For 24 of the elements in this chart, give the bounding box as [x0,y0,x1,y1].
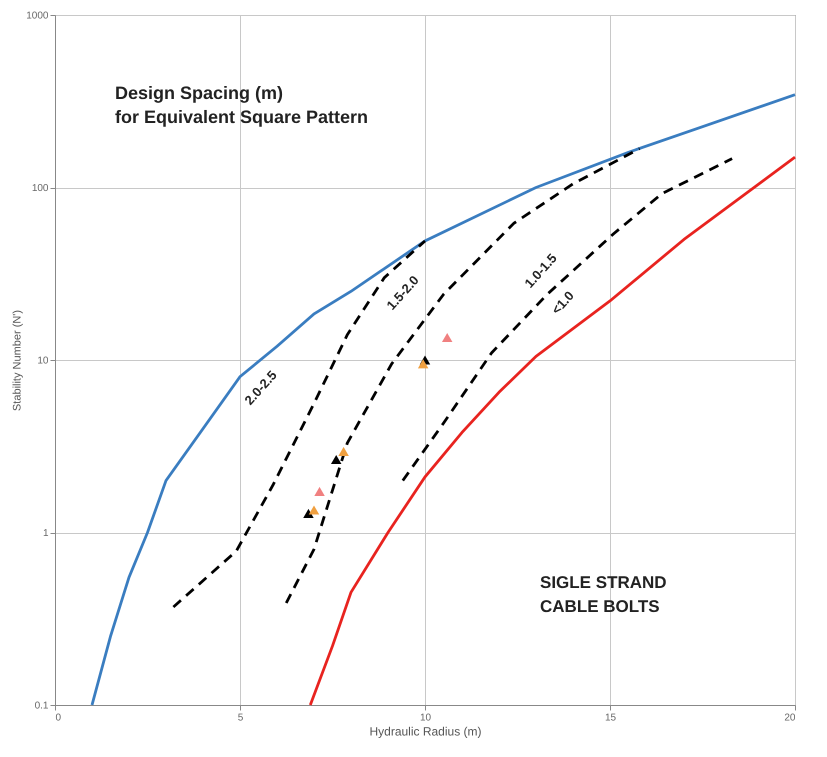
y-tick-label: 1 [42,528,49,539]
y-tick-label: 10 [37,356,49,366]
point [418,359,428,368]
x-tick-label: 15 [604,712,616,724]
point [330,454,342,464]
point [442,332,452,342]
point [308,505,320,515]
x-tick-label: 0 [56,712,62,724]
x-tick-label: 5 [238,712,244,724]
line-series [308,156,796,706]
x-tick-label: 20 [784,712,796,724]
point [314,486,325,496]
y-tick-label: 0.1 [34,700,49,712]
point [338,446,349,456]
y-axis-title: Stability Number (N') [11,310,24,412]
x-axis-title: Hydraulic Radius (m) [369,724,482,738]
y-tick-label: 1000 [26,10,49,22]
point [303,508,314,518]
line-series [172,240,426,608]
y-tick-label: 100 [32,183,49,194]
annotation: Design Spacing (m) for Equivalent Square Pattern [115,83,368,127]
x-tick-label: 10 [420,712,432,724]
annotation: <1.0 [548,288,577,318]
annotation: SIGLE STRAND CABLE BOLTS [540,573,667,616]
